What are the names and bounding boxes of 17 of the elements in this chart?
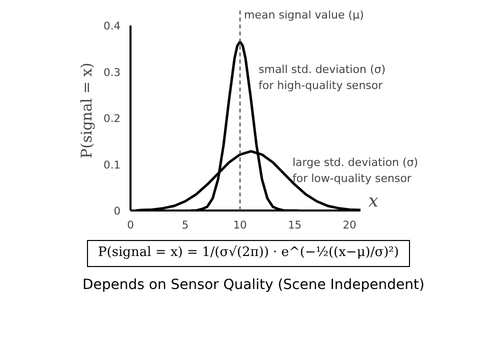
x-tick-label: 5 [182, 218, 189, 232]
y-tick-label: 0.1 [104, 158, 121, 172]
x-tick-label: 15 [288, 218, 302, 232]
x-tick-label: 20 [342, 218, 357, 232]
y-tick-label: 0.2 [104, 112, 121, 125]
ref-line-label: mean signal value (μ) [244, 8, 364, 22]
text: Depends on Sensor Quality (Scene Independent) [82, 276, 424, 295]
annotation: small std. deviation (σ) for high-quality sensor [258, 63, 386, 92]
text: P(signal = x) = 1/(σ√(2π)) · e^(−½((x−μ)/σ)²) [87, 240, 410, 267]
y-tick-label: 0 [114, 204, 121, 218]
x-axis-title: x [368, 192, 378, 212]
y-axis-title: P(signal = x) [78, 62, 96, 158]
y-tick-label: 0.3 [104, 66, 121, 79]
y-tick-label: 0.4 [104, 20, 121, 32]
annotation: large std. deviation (σ) for low-quality sensor [292, 156, 418, 185]
x-tick-label: 0 [127, 218, 134, 232]
x-tick-label: 10 [233, 218, 248, 232]
